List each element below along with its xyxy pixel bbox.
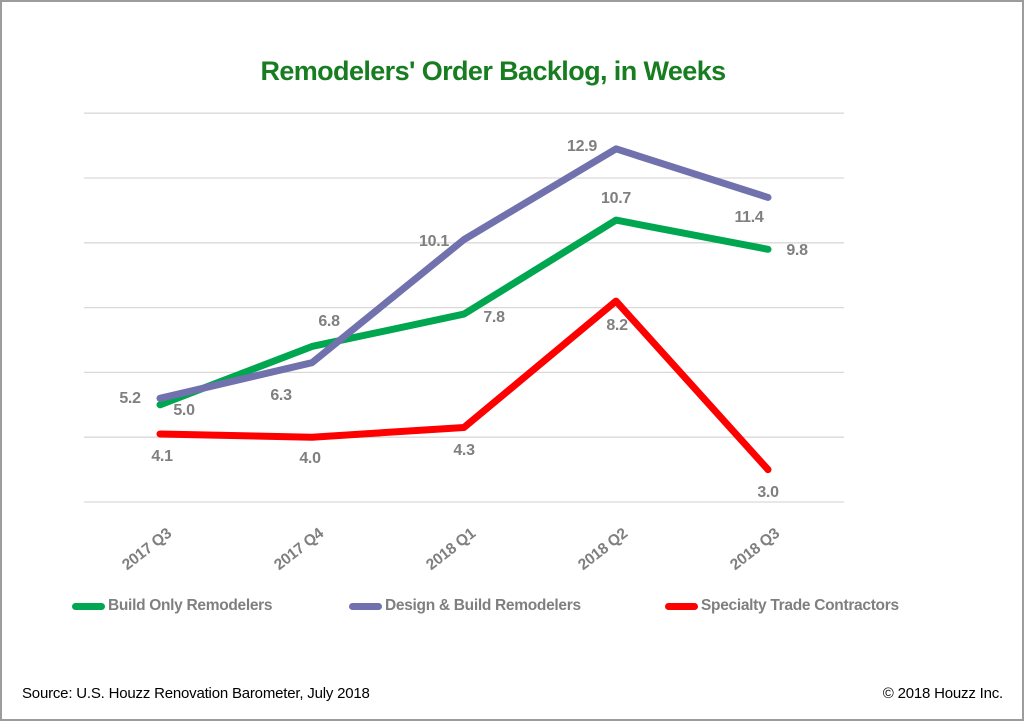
- data-label: 12.9: [567, 137, 597, 155]
- data-label: 4.3: [453, 442, 475, 460]
- data-label: 5.2: [119, 390, 141, 408]
- chart-title: Remodelers' Order Backlog, in Weeks: [260, 56, 726, 86]
- series-line-2: [156, 297, 772, 474]
- data-label: 6.3: [270, 386, 292, 404]
- source-note: Source: U.S. Houzz Renovation Barometer,…: [22, 685, 370, 702]
- data-label: 11.4: [734, 209, 764, 227]
- data-label: 3.0: [757, 483, 779, 501]
- legend-label: Design & Build Remodelers: [385, 597, 581, 614]
- legend-line-swatch: [72, 602, 105, 610]
- data-label: 7.8: [483, 309, 505, 327]
- legend-item-1: Design & Build Remodelers: [349, 597, 581, 615]
- legend-line-swatch: [665, 602, 698, 610]
- data-label: 10.1: [419, 232, 449, 250]
- legend-line-swatch: [349, 602, 382, 610]
- data-label: 8.2: [606, 317, 628, 335]
- series-line-1: [156, 145, 772, 402]
- series-lines: [156, 145, 772, 474]
- series-line-0: [156, 216, 772, 409]
- copyright-note: © 2018 Houzz Inc.: [882, 685, 1003, 702]
- data-label: 4.0: [299, 450, 321, 468]
- data-label: 5.0: [173, 401, 195, 419]
- legend-item-0: Build Only Remodelers: [72, 597, 273, 615]
- data-label: 4.1: [151, 447, 173, 465]
- legend-item-2: Specialty Trade Contractors: [665, 597, 899, 615]
- legend-label: Build Only Remodelers: [108, 597, 273, 614]
- data-label: 9.8: [786, 242, 808, 260]
- data-label: 10.7: [601, 190, 631, 208]
- legend-label: Specialty Trade Contractors: [701, 597, 899, 614]
- data-label: 6.8: [318, 313, 340, 331]
